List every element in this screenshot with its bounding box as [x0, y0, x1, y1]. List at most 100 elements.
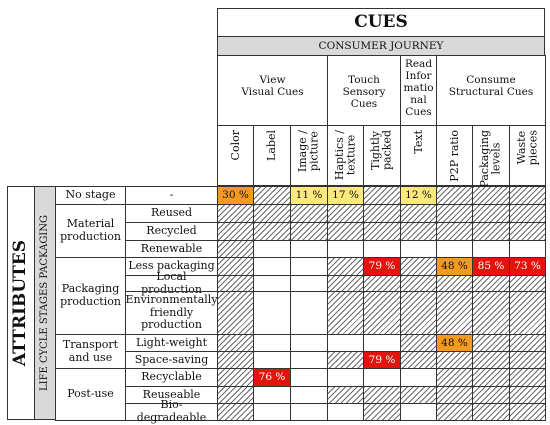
cell-empty — [327, 334, 364, 352]
cell-hatched — [509, 386, 546, 404]
cell-empty — [509, 240, 546, 258]
attributes-label: ATTRIBUTES — [7, 186, 35, 420]
cell-empty — [290, 257, 328, 276]
cue-header-label-3: Haptics / texture — [332, 130, 358, 181]
cell-empty — [327, 240, 364, 258]
stage-label-4: Post-use — [67, 387, 114, 401]
row-label-text-2: Recycled — [146, 224, 197, 238]
cell-value: 48 % — [436, 334, 473, 352]
cell-value: 85 % — [472, 257, 510, 276]
cell-value: 11 % — [290, 186, 328, 205]
cell-hatched — [253, 204, 291, 223]
cell-hatched — [509, 351, 546, 369]
cell-hatched — [327, 386, 364, 404]
cell-hatched — [290, 204, 328, 223]
row-label-1: Reused — [125, 204, 218, 223]
cell-hatched — [217, 403, 254, 421]
cue-header-8: Waste pieces — [509, 125, 546, 186]
cell-empty — [253, 403, 291, 421]
cell-empty — [290, 386, 328, 404]
cell-empty — [290, 368, 328, 387]
cue-header-3: Haptics / texture — [327, 125, 364, 186]
cell-empty — [290, 275, 328, 292]
lifecycle-label-text: LIFE CYCLE STAGES PACKAGING — [39, 214, 51, 391]
cell-hatched — [509, 222, 546, 241]
cell-value-text: 30 % — [222, 189, 249, 202]
cell-hatched — [400, 351, 437, 369]
cell-value-text: 48 % — [441, 260, 468, 273]
consumer-journey-band: CONSUMER JOURNEY — [217, 36, 545, 56]
cell-hatched — [472, 222, 510, 241]
stage-2: Packaging production — [55, 257, 126, 335]
cue-header-1: Label — [253, 125, 291, 186]
row-label-text-1: Reused — [150, 206, 193, 220]
cell-value: 17 % — [327, 186, 364, 205]
cue-group-label-0: View Visual Cues — [241, 74, 304, 99]
cue-header-label-0: Color — [228, 130, 242, 161]
stage-label-3: Transport and use — [62, 337, 119, 364]
cell-hatched — [436, 386, 473, 404]
cell-hatched — [327, 204, 364, 223]
cue-group-2: Read Infor matio nal Cues — [400, 55, 437, 126]
cell-empty — [400, 403, 437, 421]
cell-empty — [327, 403, 364, 421]
cell-value-text: 73 % — [514, 260, 541, 273]
consumer-journey-text: CONSUMER JOURNEY — [318, 39, 444, 52]
row-label-text-7: Light-weight — [135, 335, 208, 349]
cell-hatched — [327, 222, 364, 241]
row-label-text-4: Less packaging — [128, 259, 215, 273]
cell-empty — [436, 240, 473, 258]
cell-empty — [363, 240, 401, 258]
cell-hatched — [327, 257, 364, 276]
cell-empty — [290, 334, 328, 352]
cue-header-0: Color — [217, 125, 254, 186]
cell-empty — [290, 403, 328, 421]
cell-hatched — [363, 291, 401, 335]
cell-hatched — [472, 186, 510, 205]
cell-hatched — [472, 368, 510, 387]
cell-value: 73 % — [509, 257, 546, 276]
cell-empty — [253, 275, 291, 292]
cell-hatched — [509, 334, 546, 352]
cell-hatched — [400, 257, 437, 276]
cell-hatched — [217, 368, 254, 387]
cell-hatched — [472, 386, 510, 404]
cell-hatched — [472, 291, 510, 335]
cue-group-label-2: Read Infor matio nal Cues — [403, 58, 434, 119]
cue-header-label-4: Tightly packed — [369, 130, 394, 170]
stage-3: Transport and use — [55, 334, 126, 369]
cue-header-label-2: Image / picture — [296, 130, 321, 173]
attributes-label-text: ATTRIBUTES — [10, 239, 31, 367]
cell-empty — [253, 351, 291, 369]
cell-hatched — [217, 222, 254, 241]
cell-empty — [363, 334, 401, 352]
cell-hatched — [400, 222, 437, 241]
cell-hatched — [472, 334, 510, 352]
row-label-9: Recyclable — [125, 368, 218, 387]
cell-empty — [400, 368, 437, 387]
row-label-7: Light-weight — [125, 334, 218, 352]
cell-value-text: 17 % — [332, 189, 359, 202]
cell-hatched — [509, 186, 546, 205]
cue-group-label-3: Consume Structural Cues — [448, 74, 534, 99]
row-label-text-0: - — [169, 188, 174, 202]
cell-hatched — [363, 186, 401, 205]
cell-empty — [363, 368, 401, 387]
cell-empty — [253, 334, 291, 352]
cell-value-text: 85 % — [477, 260, 505, 273]
cell-hatched — [217, 291, 254, 335]
stage-label-1: Material production — [60, 217, 121, 243]
cell-value: 76 % — [253, 368, 291, 387]
cell-empty — [327, 368, 364, 387]
cue-header-label-6: P2P ratio — [447, 130, 461, 182]
cue-header-7: Packaging levels — [472, 125, 510, 188]
cue-group-label-1: Touch Sensory Cues — [342, 74, 386, 111]
cue-group-3: Consume Structural Cues — [436, 55, 546, 126]
stage-label-0: No stage — [65, 188, 116, 202]
cell-hatched — [253, 222, 291, 241]
stage-1: Material production — [55, 204, 126, 258]
cell-empty — [253, 240, 291, 258]
cue-header-2: Image / picture — [290, 125, 328, 186]
cues-title-text: CUES — [354, 11, 408, 32]
